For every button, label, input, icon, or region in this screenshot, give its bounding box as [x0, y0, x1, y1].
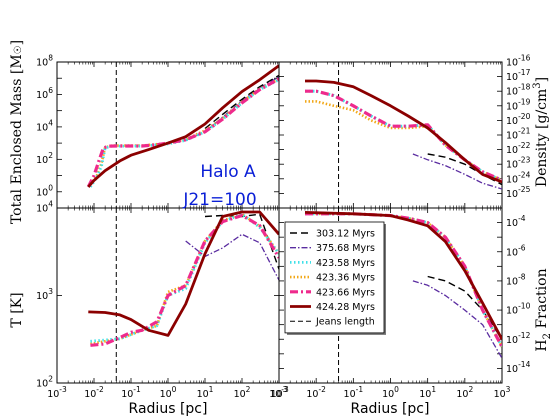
xlabel-right: Radius [pc]: [351, 401, 430, 417]
y-tick-label: 102: [36, 375, 53, 390]
xlabel-left: Radius [pc]: [129, 401, 208, 417]
panel-top-left: 100 102 104 106 108: [36, 54, 280, 209]
series-line-423-66-myrs: [86, 77, 279, 188]
x-tick-label: 103: [271, 385, 288, 400]
x-tick-label: 100: [382, 385, 399, 400]
y-tick-label: 103: [36, 287, 53, 302]
y-tick-label: 106: [36, 86, 53, 101]
legend-label: 303.12 Myrs: [316, 229, 375, 240]
y-tick-label: 10-12: [506, 331, 531, 346]
y-tick-label: 10-8: [506, 272, 526, 287]
y-tick-label: 104: [36, 200, 53, 215]
legend-label: 424.28 Myrs: [316, 302, 375, 313]
legend-label: 423.58 Myrs: [316, 258, 375, 269]
series-line-303-12-myrs: [204, 74, 279, 130]
series-line-303-12-myrs: [427, 275, 502, 340]
svg-text:H2 Fraction: H2 Fraction: [534, 268, 553, 351]
x-tick-label: 102: [234, 385, 251, 400]
svg-text:T [K]: T [K]: [9, 292, 25, 327]
x-tick-label: 101: [419, 385, 436, 400]
y-tick-label: 102: [36, 151, 53, 166]
x-tick-label: 10-3: [269, 385, 289, 400]
ylabel-temperature: T [K]: [9, 292, 25, 327]
y-tick-label: 10-21: [506, 127, 531, 142]
y-tick-label: 10-24: [506, 170, 531, 185]
y-tick-label: 10-22: [506, 141, 531, 156]
panel-bottom-right: 10-3 10-2 10-1 100 101 102 103 10-14 10-12 10-10 1…: [269, 207, 531, 400]
x-tick-label: 103: [494, 385, 511, 400]
legend: 303.12 Myrs 375.68 Myrs 423.58 Myrs 423.36 …: [284, 221, 386, 335]
series-line-424-28-myrs: [87, 64, 279, 188]
legend-label: Jeans length: [315, 317, 375, 328]
svg-text:Total Enclosed Mass [M☉]: Total Enclosed Mass [M☉]: [9, 40, 25, 224]
x-tick-label: 10-3: [47, 385, 67, 400]
ylabel-density: Density [g/cm3]: [532, 77, 550, 187]
series-line-424-28-myrs: [88, 210, 279, 337]
y-tick-label: 10-18: [506, 83, 531, 98]
series-line-424-28-myrs: [304, 211, 502, 340]
y-tick-label: 10-10: [506, 302, 531, 317]
series-line-423-58-myrs: [89, 78, 279, 188]
ylabel-h2-fraction: H2 Fraction: [534, 268, 553, 351]
y-tick-label: 100: [36, 183, 53, 198]
x-tick-label: 10-1: [121, 385, 141, 400]
series-line-375-68-myrs: [412, 153, 502, 190]
series-line-423-58-myrs: [90, 212, 279, 343]
legend-label: 423.36 Myrs: [316, 273, 375, 284]
series-line-423-66-myrs: [305, 89, 502, 182]
y-tick-label: 10-16: [506, 54, 531, 69]
annotation-j21: J21=100: [182, 190, 256, 210]
x-tick-label: 102: [456, 385, 473, 400]
legend-label: 375.68 Myrs: [316, 243, 375, 254]
series-line-375-68-myrs: [185, 233, 279, 281]
y-tick-label: 10-4: [506, 214, 526, 229]
y-tick-label: 10-17: [506, 68, 531, 83]
y-tick-label: 104: [36, 118, 53, 133]
axes-frame: [278, 61, 503, 209]
series-line-423-36-myrs: [90, 212, 279, 346]
y-tick-label: 10-25: [506, 185, 531, 200]
legend-label: 423.66 Myrs: [316, 287, 375, 298]
series-line-424-28-myrs: [305, 79, 502, 184]
panel-top-right: 10-2510-2410-2310-2210-2110-2010-1910-18…: [278, 54, 531, 209]
y-tick-label: 10-19: [506, 97, 531, 112]
x-tick-label: 10-2: [306, 385, 326, 400]
y-tick-label: 10-14: [506, 360, 531, 375]
x-tick-label: 10-1: [344, 385, 364, 400]
x-tick-label: 101: [197, 385, 214, 400]
y-tick-label: 10-20: [506, 112, 531, 127]
annotation-halo: Halo A: [200, 162, 256, 182]
svg-text:Density [g/cm3]: Density [g/cm3]: [532, 77, 550, 187]
x-tick-label: 100: [160, 385, 177, 400]
y-tick-label: 10-6: [506, 243, 526, 258]
y-tick-label: 10-23: [506, 156, 531, 171]
ylabel-mass: Total Enclosed Mass [M☉]: [9, 40, 25, 224]
panel-bottom-left: 10-3 10-2 10-1 100 101 102 103 102 103 104: [36, 200, 288, 401]
x-tick-label: 10-2: [84, 385, 104, 400]
series-line-375-68-myrs: [412, 280, 502, 359]
y-tick-label: 108: [36, 54, 53, 69]
series-line-423-66-myrs: [90, 213, 279, 347]
